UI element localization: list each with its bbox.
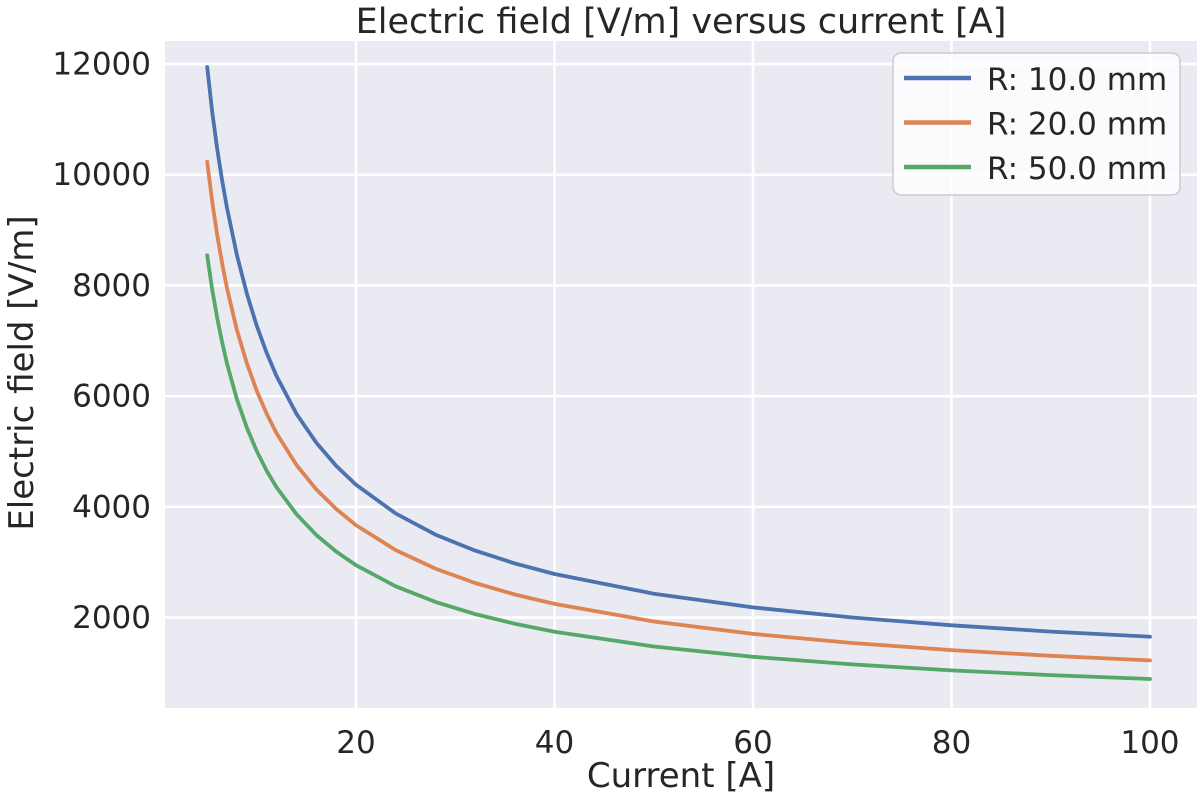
legend: R: 10.0 mm R: 20.0 mm R: 50.0 mm xyxy=(892,52,1181,196)
x-tick-label: 20 xyxy=(336,725,375,761)
y-tick-label: 2000 xyxy=(72,600,151,636)
x-axis-label: Current [A] xyxy=(587,756,775,796)
curve-R: 20.0 mm xyxy=(205,159,1152,663)
y-tick-label: 4000 xyxy=(72,489,151,525)
x-tick-label: 100 xyxy=(1120,725,1179,761)
y-tick-label: 8000 xyxy=(72,268,151,304)
curve-R: 10.0 mm xyxy=(205,65,1152,639)
data-curves xyxy=(205,65,1152,681)
x-tick-label: 60 xyxy=(733,725,772,761)
x-tick-labels: 20 40 60 80 100 xyxy=(336,725,1179,761)
x-tick-label: 40 xyxy=(535,725,574,761)
legend-label: R: 10.0 mm xyxy=(987,62,1167,98)
legend-frame xyxy=(892,52,1181,196)
curve-R: 50.0 mm xyxy=(205,253,1152,681)
y-tick-label: 12000 xyxy=(52,47,151,83)
chart-title: Electric field [V/m] versus current [A] xyxy=(356,2,1007,42)
y-axis-label: Electric field [V/m] xyxy=(2,215,42,530)
legend-label: R: 20.0 mm xyxy=(987,107,1167,143)
y-tick-labels: 2000 4000 6000 8000 10000 12000 xyxy=(52,47,151,637)
y-tick-label: 10000 xyxy=(52,157,151,193)
y-tick-label: 6000 xyxy=(72,379,151,415)
legend-label: R: 50.0 mm xyxy=(987,151,1167,187)
x-tick-label: 80 xyxy=(932,725,971,761)
